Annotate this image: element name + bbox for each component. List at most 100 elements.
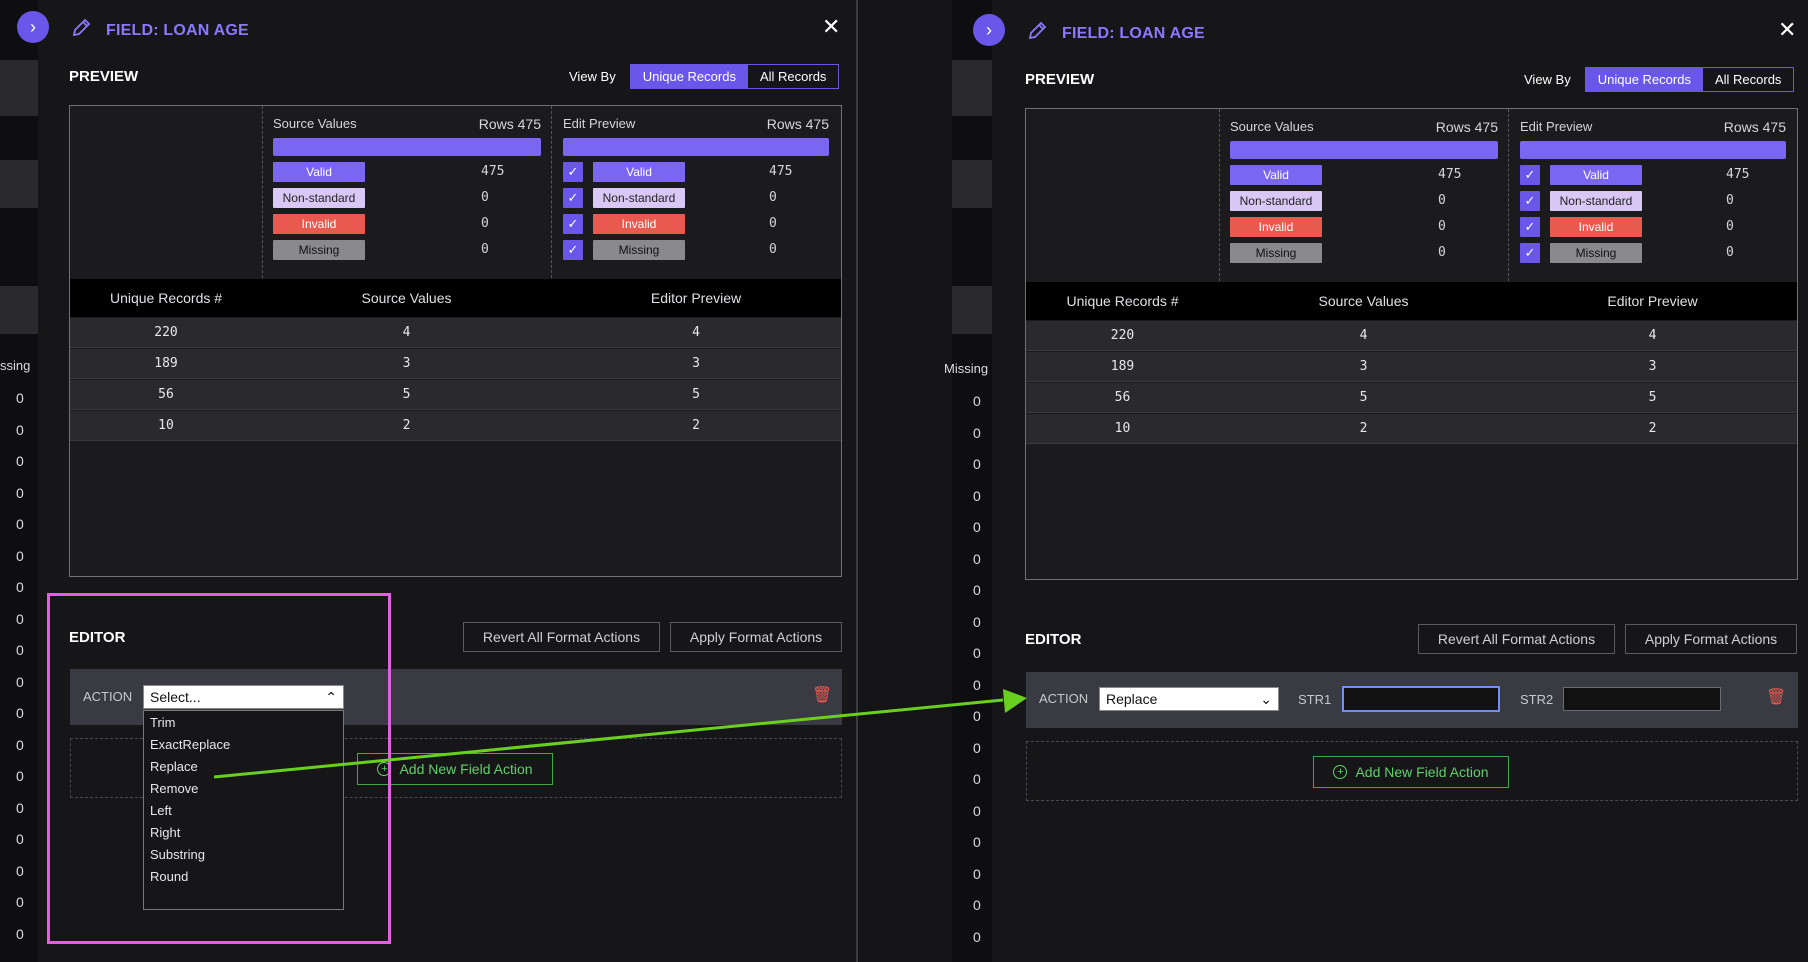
missing-count: 0 (769, 242, 777, 257)
field-title: FIELD: LOAN AGE (1026, 20, 1205, 47)
check-icon[interactable]: ✓ (1520, 242, 1540, 263)
valid-count: 475 (1726, 167, 1750, 182)
preview-label: PREVIEW (1025, 71, 1095, 88)
check-icon[interactable]: ✓ (1520, 216, 1540, 237)
bg-zero-cell: 0 (973, 393, 981, 409)
bg-zero-cell: 0 (973, 739, 981, 756)
col-editor-preview: Editor Preview (1607, 293, 1698, 309)
str2-input[interactable] (1563, 687, 1721, 711)
action-option[interactable]: Left (150, 802, 172, 818)
close-icon[interactable]: ✕ (822, 14, 841, 39)
view-unique-records[interactable]: Unique Records (630, 65, 748, 88)
invalid-chip: Invalid (593, 213, 685, 234)
nonstandard-count: 0 (769, 190, 777, 205)
bg-zero-cell: 0 (973, 487, 981, 504)
valid-chip: Valid (273, 161, 365, 182)
revert-format-actions-button[interactable]: Revert All Format Actions (1418, 624, 1615, 654)
action-option[interactable]: Replace (150, 758, 198, 774)
add-action-area (70, 738, 842, 798)
action-option[interactable]: Remove (150, 780, 199, 796)
chevron-right-icon[interactable]: › (973, 14, 1005, 46)
action-option[interactable]: Trim (150, 714, 176, 730)
bg-zero-cell: 0 (973, 550, 981, 567)
action-option[interactable]: Right (150, 824, 181, 840)
table-cell: 5 (1359, 390, 1368, 405)
str2-label: STR2 (1520, 692, 1554, 707)
table-row: 10 2 2 (70, 411, 841, 441)
close-icon[interactable]: ✕ (1778, 17, 1797, 42)
bg-zero-cell: 0 (16, 390, 24, 406)
col-source-values: Source Values (361, 290, 452, 306)
action-label: ACTION (1039, 691, 1089, 706)
nonstandard-chip: Non-standard (593, 187, 685, 208)
plus-circle-icon: + (1333, 765, 1348, 779)
bg-zero-cell: 0 (16, 925, 24, 942)
bg-zero-cell: 0 (16, 453, 24, 469)
table-cell: 2 (692, 418, 700, 433)
missing-chip: Missing (1230, 242, 1322, 263)
divider (262, 106, 263, 278)
chevron-down-icon: ⌄ (1260, 690, 1272, 707)
edit-preview-label: Edit Preview (563, 116, 636, 131)
bg-zero-cell: 0 (16, 831, 24, 847)
nonstandard-count: 0 (481, 190, 489, 205)
view-all-records[interactable]: All Records (759, 69, 827, 84)
invalid-count: 0 (481, 216, 489, 231)
nonstandard-count: 0 (1726, 193, 1734, 208)
revert-format-actions-button[interactable]: Revert All Format Actions (463, 622, 660, 652)
col-unique-records: Unique Records # (1066, 293, 1179, 309)
screenshot-divider (856, 0, 858, 962)
action-option[interactable]: Substring (150, 846, 205, 862)
add-new-field-action-button[interactable]: + Add New Field Action (1313, 756, 1509, 788)
apply-format-actions-button[interactable]: Apply Format Actions (670, 622, 842, 652)
table-row: 220 4 4 (1026, 321, 1797, 351)
bg-zero-cell: 0 (973, 424, 981, 441)
trash-icon[interactable]: 🗑 (812, 687, 833, 704)
view-all-records[interactable]: All Records (1714, 72, 1782, 87)
pencil-icon (1026, 20, 1048, 47)
table-cell: 10 (158, 418, 174, 433)
table-row: 56 5 5 (1026, 383, 1797, 413)
check-icon[interactable]: ✓ (563, 187, 583, 208)
bg-zero-cell: 0 (16, 862, 24, 879)
bg-zero-cell: 0 (973, 928, 981, 945)
check-icon[interactable]: ✓ (563, 239, 583, 260)
bg-zero-cell: 0 (16, 484, 24, 501)
chevron-right-icon[interactable]: › (17, 11, 49, 43)
invalid-chip: Invalid (1550, 216, 1642, 237)
bg-zero-cell: 0 (973, 771, 981, 787)
table-row: 56 5 5 (70, 380, 841, 410)
action-select-value: Replace (1106, 691, 1158, 707)
action-label: ACTION (83, 689, 133, 704)
table-header: Unique Records # Source Values Editor Pr… (1026, 282, 1797, 320)
trash-icon[interactable]: 🗑 (1766, 689, 1787, 706)
add-new-field-action-label: Add New Field Action (1355, 764, 1489, 780)
table-cell: 220 (1110, 328, 1135, 343)
apply-format-actions-button[interactable]: Apply Format Actions (1625, 624, 1797, 654)
action-select[interactable]: Select... ⌃ (143, 685, 344, 709)
check-icon[interactable]: ✓ (563, 161, 583, 182)
action-option[interactable]: ExactReplace (150, 736, 231, 752)
view-by: View By Unique Records All Records (569, 64, 840, 89)
bg-zero-cell: 0 (973, 834, 981, 850)
bg-row (0, 60, 38, 116)
table-cell: 3 (402, 356, 411, 371)
action-select[interactable]: Replace ⌄ (1099, 687, 1279, 711)
bg-zero-cell: 0 (16, 799, 24, 816)
check-icon[interactable]: ✓ (563, 213, 583, 234)
action-option[interactable]: Round (150, 868, 189, 884)
table-row: 220 4 4 (70, 318, 841, 348)
check-icon[interactable]: ✓ (1520, 164, 1540, 185)
check-icon[interactable]: ✓ (1520, 190, 1540, 211)
invalid-chip: Invalid (273, 213, 365, 234)
view-unique-records[interactable]: Unique Records (1585, 68, 1703, 91)
editor-label: EDITOR (1025, 631, 1082, 648)
table-cell: 3 (1359, 359, 1368, 374)
field-title-text: FIELD: LOAN AGE (1062, 24, 1205, 42)
add-action-area (1026, 741, 1798, 801)
missing-chip: Missing (273, 239, 365, 260)
table-cell: 56 (158, 387, 174, 402)
bg-zero-cell: 0 (16, 547, 24, 564)
str1-input[interactable] (1342, 686, 1500, 712)
